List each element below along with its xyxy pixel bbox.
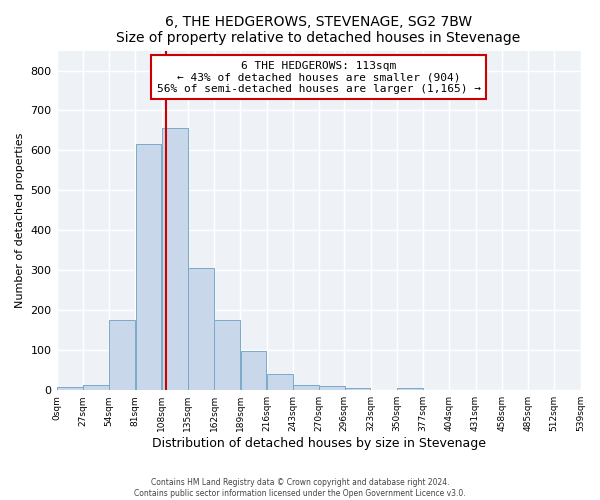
Bar	[136, 144, 161, 390]
Bar	[162, 128, 188, 390]
Bar	[397, 388, 423, 390]
Bar	[83, 385, 109, 390]
Y-axis label: Number of detached properties: Number of detached properties	[15, 132, 25, 308]
Bar	[267, 374, 293, 390]
Bar	[214, 320, 240, 390]
Bar	[188, 268, 214, 390]
Text: 6 THE HEDGEROWS: 113sqm
← 43% of detached houses are smaller (904)
56% of semi-d: 6 THE HEDGEROWS: 113sqm ← 43% of detache…	[157, 60, 481, 94]
Bar	[293, 384, 319, 390]
Title: 6, THE HEDGEROWS, STEVENAGE, SG2 7BW
Size of property relative to detached house: 6, THE HEDGEROWS, STEVENAGE, SG2 7BW Siz…	[116, 15, 521, 45]
Bar	[319, 386, 345, 390]
Bar	[241, 351, 266, 390]
Bar	[57, 387, 83, 390]
Bar	[109, 320, 135, 390]
Text: Contains HM Land Registry data © Crown copyright and database right 2024.
Contai: Contains HM Land Registry data © Crown c…	[134, 478, 466, 498]
Bar	[344, 388, 370, 390]
X-axis label: Distribution of detached houses by size in Stevenage: Distribution of detached houses by size …	[152, 437, 485, 450]
